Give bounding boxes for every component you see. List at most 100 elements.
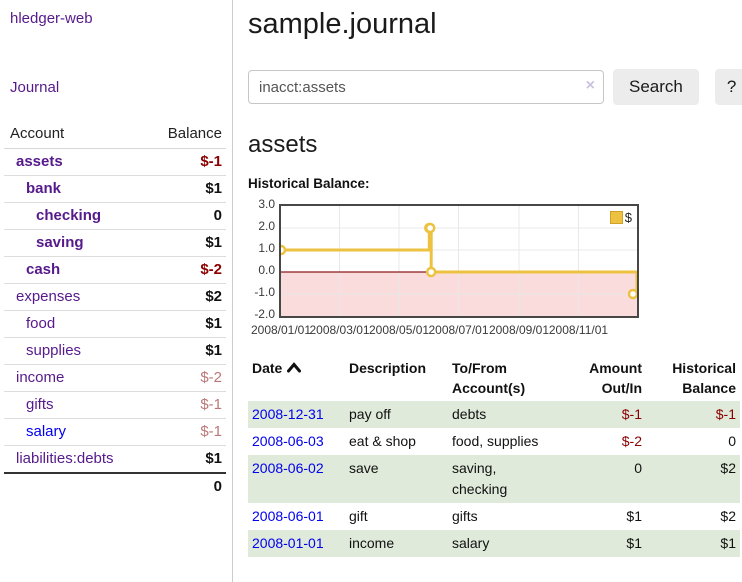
account-row: assets $-1 (4, 148, 226, 176)
transaction-row[interactable]: 2008-06-02 save saving, checking 0 $2 (248, 454, 740, 503)
chart-plot-area: $ (279, 204, 639, 318)
x-axis-tick-label: 2008/11/01 (548, 323, 609, 337)
transaction-balance: $-1 (715, 405, 736, 422)
data-point-marker (425, 266, 437, 278)
y-axis-tick-label: 0.0 (258, 263, 275, 277)
account-link[interactable]: gifts (26, 396, 54, 413)
sidebar: hledger-web Journal Account Balance asse… (0, 0, 233, 582)
register-column-header[interactable]: Description (349, 360, 427, 376)
x-axis-tick-label: 2008/01/01 (250, 323, 312, 337)
page-title: sample.journal (248, 8, 437, 40)
account-row: checking 0 (4, 202, 226, 230)
transaction-row[interactable]: 2008-06-01 gift gifts $1 $2 (248, 503, 740, 530)
register-column-header[interactable]: To/From Account(s) (452, 360, 526, 397)
account-row: liabilities:debts $1 (4, 445, 226, 474)
account-balance: $1 (145, 229, 226, 257)
chart-title: Historical Balance: (248, 176, 370, 191)
transaction-amount: 0 (634, 459, 642, 476)
transaction-balance: $1 (720, 534, 736, 551)
y-axis-tick-label: -2.0 (254, 307, 275, 321)
search-help-button[interactable]: ? (714, 69, 742, 105)
account-link[interactable]: food (26, 315, 56, 332)
transaction-description: income (349, 534, 395, 551)
main-content: sample.journal × Search ? assets Histori… (234, 0, 742, 582)
account-balance: $-2 (145, 364, 226, 392)
account-row: gifts $-1 (4, 391, 226, 419)
search-input[interactable] (248, 70, 604, 104)
account-row: saving $1 (4, 229, 226, 257)
accounts-header-balance: Balance (145, 120, 226, 149)
register-table-header: Date Description To/From Account(s) Amou… (248, 356, 740, 401)
account-row: food $1 (4, 310, 226, 338)
chart-legend: $ (607, 209, 634, 226)
account-link[interactable]: liabilities:debts (16, 450, 114, 467)
historical-balance-chart: 3.0 2.0 1.0 0.0 -1.0 -2.0 $ 2008/01/01 2008/03… (248, 197, 736, 339)
account-balance: $1 (145, 337, 226, 365)
transaction-accounts: food, supplies (452, 432, 539, 449)
sidebar-item-journal[interactable]: Journal (10, 79, 60, 96)
account-row: cash $-2 (4, 256, 226, 284)
account-link[interactable]: supplies (26, 342, 82, 359)
transaction-date-link[interactable]: 2008-01-01 (252, 534, 324, 551)
accounts-table-header: Account Balance (4, 120, 226, 149)
account-heading: assets (248, 131, 318, 158)
transaction-date-link[interactable]: 2008-06-01 (252, 507, 324, 524)
transaction-row[interactable]: 2008-06-03 eat & shop food, supplies $-2… (248, 428, 740, 455)
account-balance: $-1 (145, 418, 226, 446)
x-axis-tick-label: 2008/07/01 (428, 323, 489, 337)
chart-canvas (281, 206, 637, 316)
account-row: bank $1 (4, 175, 226, 203)
legend-swatch-icon (609, 211, 623, 224)
transaction-description: save (349, 459, 379, 476)
transaction-date-link[interactable]: 2008-06-03 (252, 432, 324, 449)
app-brand-link[interactable]: hledger-web (10, 10, 93, 27)
transaction-row[interactable]: 2008-01-01 income salary $1 $1 (248, 529, 740, 557)
register-table: Date Description To/From Account(s) Amou… (248, 356, 740, 557)
account-balance: 0 (145, 202, 226, 230)
account-link[interactable]: saving (36, 234, 84, 251)
account-link[interactable]: assets (16, 153, 63, 170)
account-link[interactable]: income (16, 369, 65, 386)
account-balance: $2 (145, 283, 226, 311)
account-row: income $-2 (4, 364, 226, 392)
transaction-amount: $-1 (621, 405, 642, 422)
transaction-balance: $2 (720, 507, 736, 524)
account-link[interactable]: cash (26, 261, 61, 278)
account-link[interactable]: expenses (16, 288, 81, 305)
y-axis-tick-label: 3.0 (258, 197, 275, 211)
transaction-description: pay off (349, 405, 391, 422)
y-axis-tick-label: 1.0 (258, 241, 275, 255)
transaction-description: gift (349, 507, 368, 524)
transaction-accounts: gifts (452, 507, 478, 524)
transaction-accounts: debts (452, 405, 487, 422)
transaction-date-link[interactable]: 2008-06-02 (252, 459, 324, 476)
accounts-table: Account Balance assets $-1 bank $1 check… (4, 120, 226, 500)
register-column-header[interactable]: Amount Out/In (589, 360, 642, 397)
x-axis-tick-label: 2008/03/01 (309, 323, 370, 337)
account-link[interactable]: bank (26, 180, 62, 197)
transaction-amount: $1 (626, 507, 642, 524)
y-axis-tick-label: 2.0 (258, 219, 275, 233)
y-axis-tick-label: -1.0 (254, 285, 275, 299)
account-row: expenses $2 (4, 283, 226, 311)
transaction-row[interactable]: 2008-12-31 pay off debts $-1 $-1 (248, 400, 740, 428)
account-balance: $1 (145, 310, 226, 338)
register-column-header[interactable]: Historical Balance (672, 360, 736, 397)
x-axis-tick-label: 2008/05/01 (368, 323, 430, 337)
transaction-amount: $-2 (621, 432, 642, 449)
clear-search-icon[interactable]: × (585, 77, 595, 94)
data-point-marker (424, 222, 436, 234)
account-balance: $-1 (145, 391, 226, 419)
register-column-header[interactable]: Date (248, 356, 345, 401)
transaction-balance: 0 (728, 432, 736, 449)
data-point-marker (281, 244, 287, 256)
transaction-date-link[interactable]: 2008-12-31 (252, 405, 324, 422)
transaction-balance: $2 (720, 459, 736, 476)
account-row: salary $-1 (4, 418, 226, 446)
transaction-amount: $1 (626, 534, 642, 551)
account-link[interactable]: checking (36, 207, 102, 224)
legend-label: $ (624, 210, 632, 225)
transaction-accounts: saving, checking (452, 459, 508, 497)
search-button[interactable]: Search (613, 69, 699, 105)
account-link[interactable]: salary (26, 423, 67, 440)
